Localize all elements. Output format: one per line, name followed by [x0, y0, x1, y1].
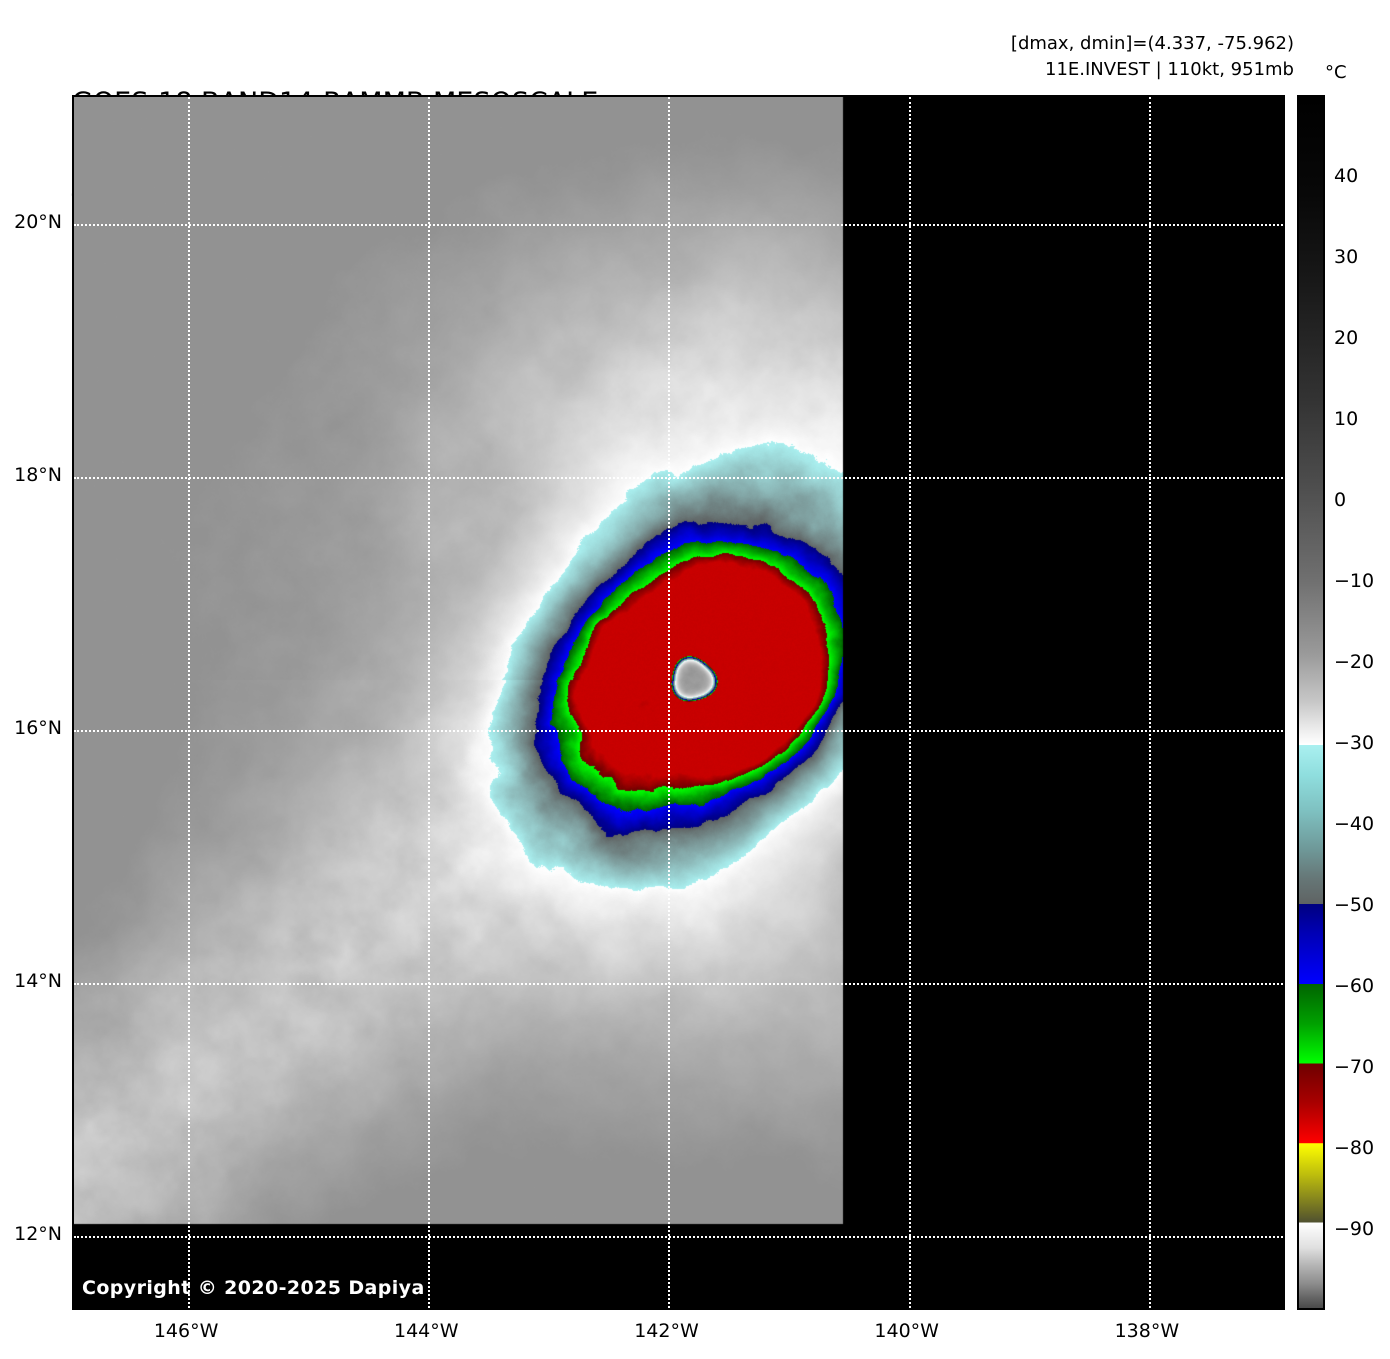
colorbar-tick-label: −10	[1334, 570, 1375, 592]
dmax-dmin-label: [dmax, dmin]=(4.337, -75.962)	[1010, 33, 1294, 54]
y-tick-label: 20°N	[14, 210, 62, 233]
colorbar-tick-label: −20	[1334, 651, 1375, 673]
colorbar-tick-label: 30	[1334, 246, 1359, 268]
storm-info-label: 11E.INVEST | 110kt, 951mb	[1045, 59, 1294, 80]
colorbar-unit-label: °C	[1325, 62, 1347, 83]
colorbar-tick-label: −90	[1334, 1218, 1375, 1240]
x-tick-label: 146°W	[153, 1320, 219, 1342]
x-tick-label: 138°W	[1114, 1320, 1180, 1342]
copyright-label: Copyright © 2020-2025 Dapiya	[82, 1277, 425, 1299]
y-tick-label: 14°N	[14, 969, 62, 992]
colorbar-tick-label: −60	[1334, 975, 1375, 997]
x-tick-label: 140°W	[874, 1320, 939, 1342]
colorbar-tick-label: −40	[1334, 813, 1375, 835]
colorbar-tick-label: 0	[1334, 489, 1347, 511]
colorbar-tick-label: −50	[1334, 894, 1375, 916]
satellite-imagery-canvas	[74, 97, 1283, 1308]
y-tick-label: 12°N	[14, 1223, 62, 1246]
temperature-colorbar[interactable]	[1297, 95, 1325, 1310]
colorbar-tick-label: −30	[1334, 732, 1375, 754]
colorbar-tick-label: 40	[1334, 165, 1359, 187]
colorbar-tick-label: 20	[1334, 327, 1359, 349]
x-tick-label: 142°W	[634, 1320, 699, 1342]
colorbar-tick-label: 10	[1334, 408, 1359, 430]
y-tick-label: 18°N	[14, 463, 62, 486]
header-info-block: [dmax, dmin]=(4.337, -75.962) 11E.INVEST…	[1011, 31, 1294, 83]
satellite-image-plot[interactable]	[72, 95, 1285, 1310]
colorbar-tick-label: −70	[1334, 1056, 1375, 1078]
x-tick-label: 144°W	[394, 1320, 459, 1342]
y-tick-label: 16°N	[14, 716, 62, 739]
colorbar-tick-label: −80	[1334, 1137, 1375, 1159]
